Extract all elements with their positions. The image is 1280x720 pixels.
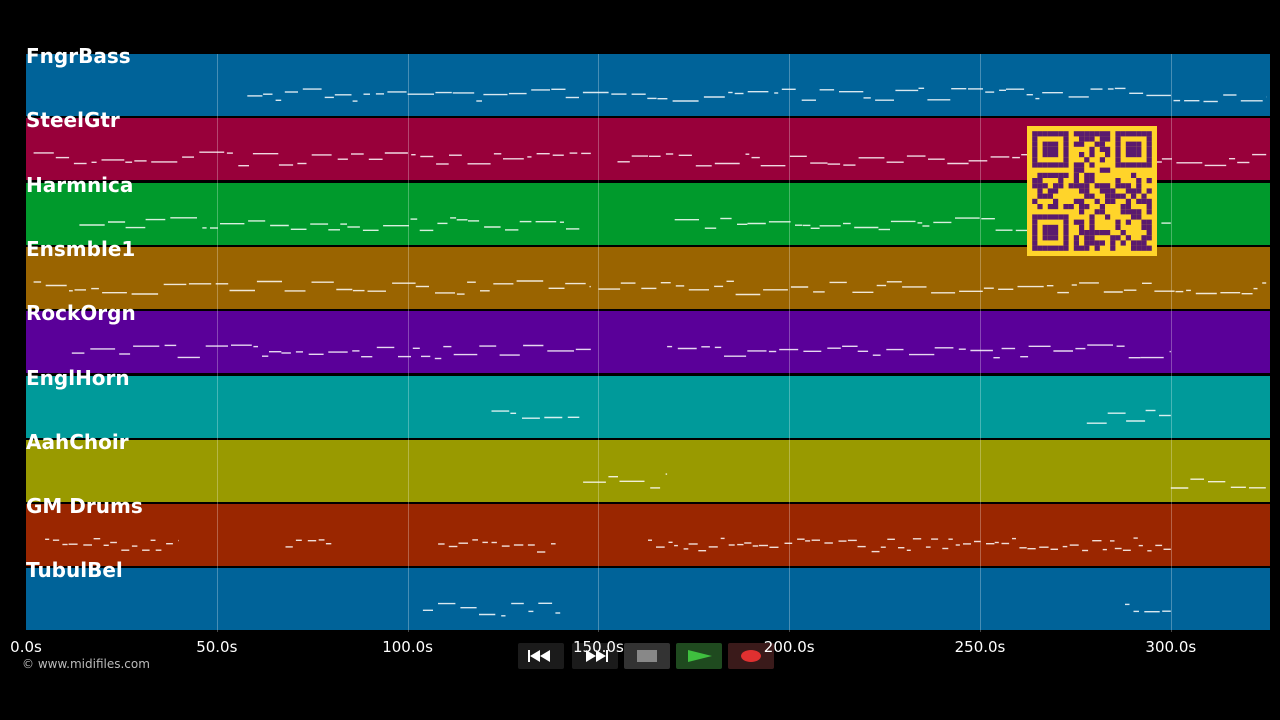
time-tick-label: 50.0s <box>196 638 238 656</box>
time-tick-label: 200.0s <box>763 638 815 656</box>
track-name: TubulBel <box>26 558 123 583</box>
record-button[interactable] <box>728 643 774 669</box>
time-tick-label: 300.0s <box>1145 638 1197 656</box>
track-notes <box>45 537 1171 553</box>
fast-forward-button[interactable] <box>572 643 618 669</box>
gridline <box>216 54 218 632</box>
track-notes <box>583 473 1266 489</box>
track-notes <box>33 280 1267 296</box>
rewind-icon <box>528 650 550 662</box>
track-name: SteelGtr <box>26 108 120 133</box>
record-icon <box>741 650 761 662</box>
track-notes <box>422 602 1171 617</box>
play-button[interactable] <box>676 643 722 669</box>
stop-icon <box>637 650 657 662</box>
track-notes <box>71 344 1171 360</box>
time-tick-label: 150.0s <box>573 638 624 656</box>
track-name: GM Drums <box>26 494 143 519</box>
transport-controls <box>510 643 774 669</box>
gridline <box>789 54 791 632</box>
gridline <box>407 54 409 632</box>
copyright-text: © www.midifiles.com <box>22 657 150 671</box>
stop-button[interactable] <box>624 643 670 669</box>
track-row <box>26 54 1270 116</box>
play-icon <box>688 650 712 662</box>
track-notes <box>79 216 1171 231</box>
time-tick-label: 0.0s <box>10 638 42 656</box>
track-name: Harmnica <box>26 172 134 197</box>
track-row <box>26 439 1270 502</box>
track-name: RockOrgn <box>26 301 136 326</box>
fast-forward-icon <box>586 650 608 662</box>
track-row <box>26 504 1270 567</box>
track-notes <box>247 87 1267 103</box>
time-tick-label: 100.0s <box>382 638 433 656</box>
gridline <box>980 54 981 632</box>
track-name: FngrBass <box>26 44 131 68</box>
qr-code[interactable] <box>1027 126 1157 256</box>
track-name: AahChoir <box>26 429 129 454</box>
track-area <box>26 54 1270 632</box>
track-row <box>26 568 1270 631</box>
track-name: EnglHorn <box>26 365 130 390</box>
track-notes <box>491 409 1171 424</box>
gridline <box>598 54 600 632</box>
track-row <box>26 311 1270 374</box>
track-name: Ensmble1 <box>26 236 136 261</box>
track-row <box>26 375 1270 438</box>
rewind-button[interactable] <box>518 643 564 669</box>
time-tick-label: 250.0s <box>954 638 1006 656</box>
gridline <box>1170 54 1172 632</box>
track-row <box>26 246 1270 309</box>
